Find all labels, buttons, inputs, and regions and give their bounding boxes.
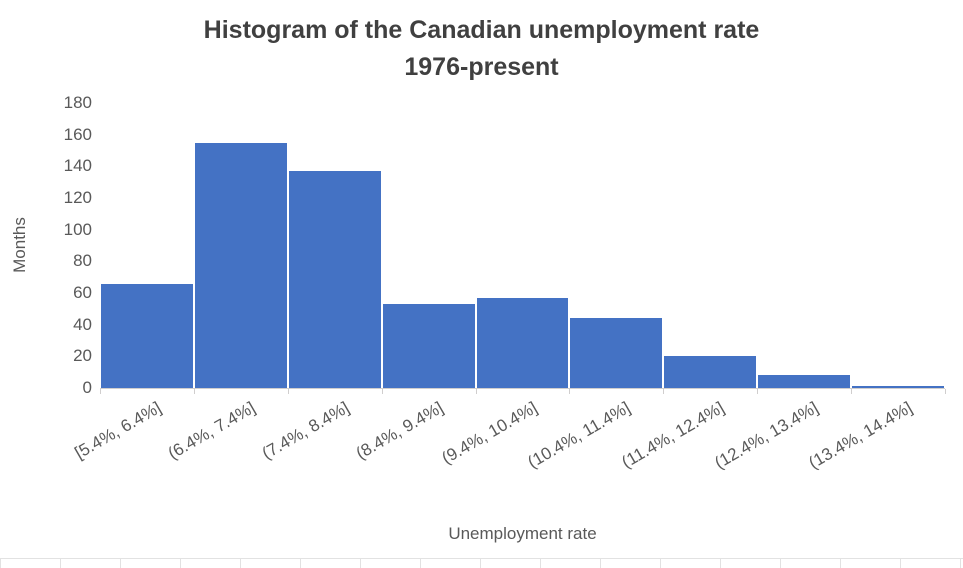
histogram-bar[interactable] xyxy=(382,304,475,388)
x-axis-tick xyxy=(851,389,853,394)
chart-title-line2: 1976-present xyxy=(404,53,559,81)
x-axis-title: Unemployment rate xyxy=(448,524,597,543)
y-tick-label: 80 xyxy=(73,251,92,271)
histogram-bar[interactable] xyxy=(476,297,569,388)
y-tick-label: 60 xyxy=(73,283,92,302)
y-tick-label: 120 xyxy=(63,188,92,207)
x-axis-tick xyxy=(757,389,759,394)
plot-area xyxy=(100,103,945,389)
x-axis-tick xyxy=(663,389,665,394)
histogram-bar[interactable] xyxy=(101,283,193,388)
histogram-bar[interactable] xyxy=(758,375,851,388)
x-axis-tick xyxy=(945,389,946,394)
y-tick-label: 0 xyxy=(82,378,92,397)
histogram-bar[interactable] xyxy=(570,318,663,388)
histogram-bar[interactable] xyxy=(664,356,757,388)
x-axis-tick xyxy=(569,389,571,394)
histogram-bar[interactable] xyxy=(288,171,381,388)
x-axis-tick xyxy=(475,389,477,394)
histogram-bar[interactable] xyxy=(194,142,287,388)
x-axis-tick xyxy=(100,389,101,394)
y-tick-label: 20 xyxy=(73,346,92,366)
y-tick-label: 160 xyxy=(63,124,92,144)
chart-title: Histogram of the Canadian unemployment r… xyxy=(0,12,963,86)
spreadsheet-gridline-strip xyxy=(0,558,963,568)
y-tick-label: 180 xyxy=(63,93,92,112)
y-tick-label: 140 xyxy=(63,156,92,176)
histogram-bar[interactable] xyxy=(852,386,944,388)
x-axis-tick xyxy=(381,389,383,394)
y-tick-label: 100 xyxy=(63,219,92,239)
x-axis-tick xyxy=(287,389,289,394)
y-tick-label: 40 xyxy=(73,314,92,334)
chart-title-line1: Histogram of the Canadian unemployment r… xyxy=(203,16,760,44)
x-axis-tick xyxy=(193,389,195,394)
